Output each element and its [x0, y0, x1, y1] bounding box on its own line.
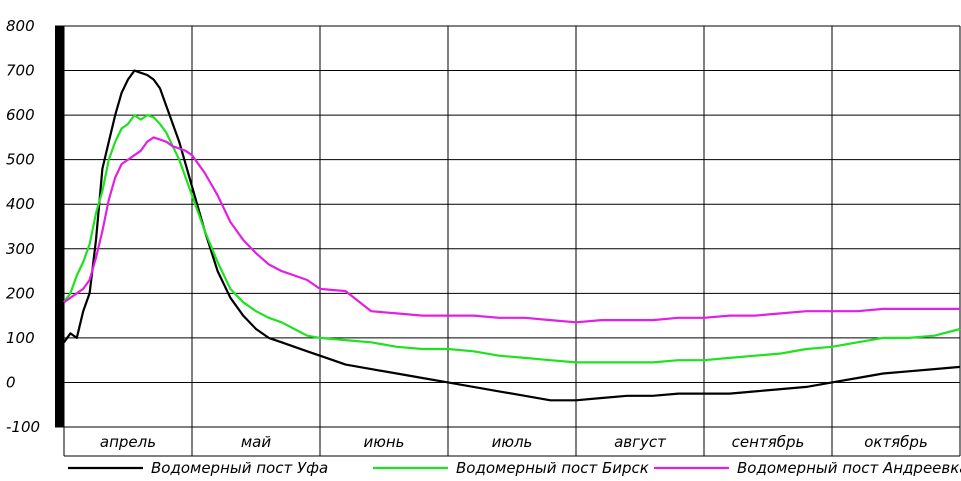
month-label: июль — [492, 433, 533, 451]
month-label: июнь — [363, 433, 404, 451]
month-labels: апрель май июнь июль август сентябрь октябрь — [100, 433, 928, 451]
y-axis-bar — [55, 26, 64, 427]
month-label: сентябрь — [732, 433, 805, 451]
legend-label-1: Водомерный пост Уфа — [151, 459, 328, 477]
y-tick-label: 500 — [6, 151, 35, 169]
series-line-2 — [63, 113, 961, 364]
month-label: октябрь — [864, 433, 928, 451]
legend-label-2: Водомерный пост Бирск — [456, 459, 649, 477]
y-tick-label: 300 — [6, 240, 35, 258]
y-tick-label: -100 — [6, 418, 40, 436]
legend-label-3: Водомерный пост Андреевка — [737, 459, 961, 477]
month-label: апрель — [100, 433, 156, 451]
y-tick-label: 0 — [6, 373, 16, 391]
legend: Водомерный пост Уфа Водомерный пост Бирск… — [68, 459, 961, 477]
month-label: август — [614, 433, 667, 451]
y-tick-label: 100 — [6, 329, 35, 347]
month-label: май — [241, 433, 272, 451]
y-tick-label: 200 — [6, 284, 35, 302]
y-tick-label: 600 — [6, 106, 35, 124]
y-axis-ticks: 800 700 600 500 400 300 200 100 0 -100 — [6, 17, 40, 436]
series-line-1 — [63, 69, 961, 402]
series-line-3 — [63, 136, 960, 324]
series-lines — [63, 69, 961, 402]
y-tick-label: 400 — [6, 195, 35, 213]
y-tick-label: 700 — [6, 62, 35, 80]
y-tick-label: 800 — [6, 17, 35, 35]
grid — [55, 25, 961, 457]
